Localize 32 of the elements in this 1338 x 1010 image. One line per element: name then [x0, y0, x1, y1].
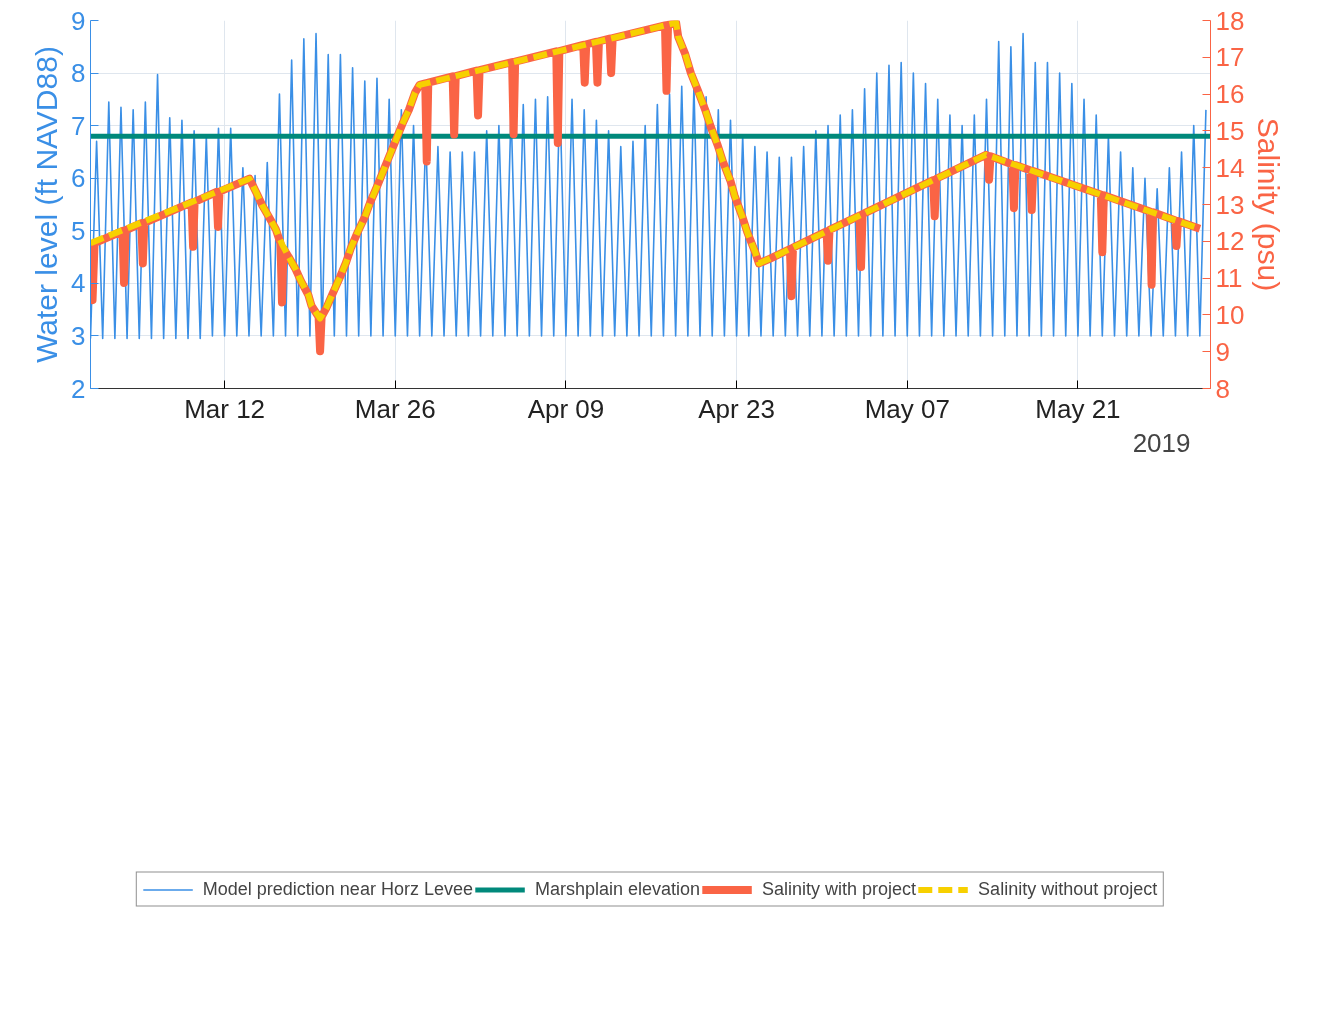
y2-tick-label: 14 [1215, 152, 1245, 183]
y2-tick-label: 15 [1215, 115, 1245, 146]
y-axis-title: Water level (ft NAVD88) [30, 46, 64, 363]
y-tick-label: 6 [71, 163, 86, 194]
legend-label: Model prediction near Horz Levee [202, 878, 473, 900]
y2-tick-label: 10 [1215, 299, 1245, 330]
x-tick-label: May 21 [1035, 393, 1121, 424]
y2-tick-label: 11 [1215, 263, 1243, 294]
y-tick-label: 9 [71, 5, 86, 36]
text: 2019 [1132, 427, 1191, 458]
x-tick-label: Apr 23 [698, 393, 775, 424]
y-tick-label: 3 [71, 320, 86, 351]
y2-tick-label: 9 [1215, 336, 1230, 367]
x-tick-label: Apr 09 [527, 393, 605, 424]
legend-label: Salinity with project [762, 878, 917, 900]
x-tick-label: Mar 26 [354, 393, 436, 424]
legend-label: Marshplain elevation [534, 878, 701, 900]
x-tick-label: May 07 [864, 393, 950, 424]
y-tick-label: 8 [71, 58, 86, 89]
y-tick-label: 5 [71, 215, 86, 246]
y-tick-label: 4 [71, 268, 86, 299]
y2-tick-label: 18 [1215, 5, 1245, 36]
y2-tick-label: 8 [1215, 373, 1230, 404]
y-tick-label: 7 [71, 110, 86, 141]
y2-axis-title: Salinity (psu) [1252, 117, 1286, 292]
x-tick-label: Mar 12 [184, 393, 266, 424]
legend-label: Salinity without project [978, 878, 1158, 900]
y2-tick-label: 16 [1215, 79, 1245, 110]
y2-tick-label: 12 [1215, 226, 1245, 257]
y2-tick-label: 13 [1215, 189, 1245, 220]
y-tick-label: 2 [71, 373, 86, 404]
y2-tick-label: 17 [1215, 42, 1245, 73]
